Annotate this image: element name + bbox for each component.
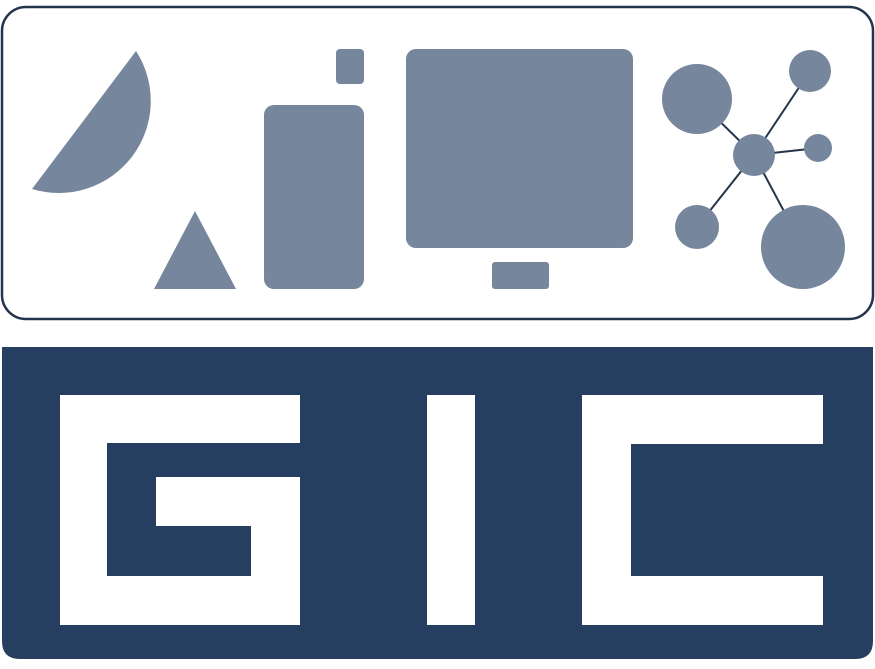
phone-body — [264, 105, 364, 289]
network-node — [675, 205, 719, 249]
letter-g — [60, 395, 300, 625]
phone-camera — [336, 49, 364, 84]
network-hub-node — [733, 134, 775, 176]
network-graph-icon — [662, 50, 845, 289]
letter-i — [427, 395, 475, 625]
computer-monitor-icon — [406, 49, 633, 289]
network-node — [662, 64, 732, 134]
mobile-phone-icon — [264, 49, 364, 289]
network-node — [789, 50, 831, 92]
gic-banner: GIC — [2, 347, 873, 659]
gic-wordmark — [60, 395, 823, 625]
monitor-screen — [406, 49, 633, 248]
monitor-stand — [492, 262, 549, 289]
icon-panel — [0, 5, 875, 321]
semicircle-icon — [32, 51, 151, 193]
network-node — [761, 205, 845, 289]
logo-text: GIC — [416, 489, 459, 516]
triangle-icon — [154, 211, 236, 289]
letter-c — [582, 395, 823, 625]
network-node — [804, 134, 832, 162]
